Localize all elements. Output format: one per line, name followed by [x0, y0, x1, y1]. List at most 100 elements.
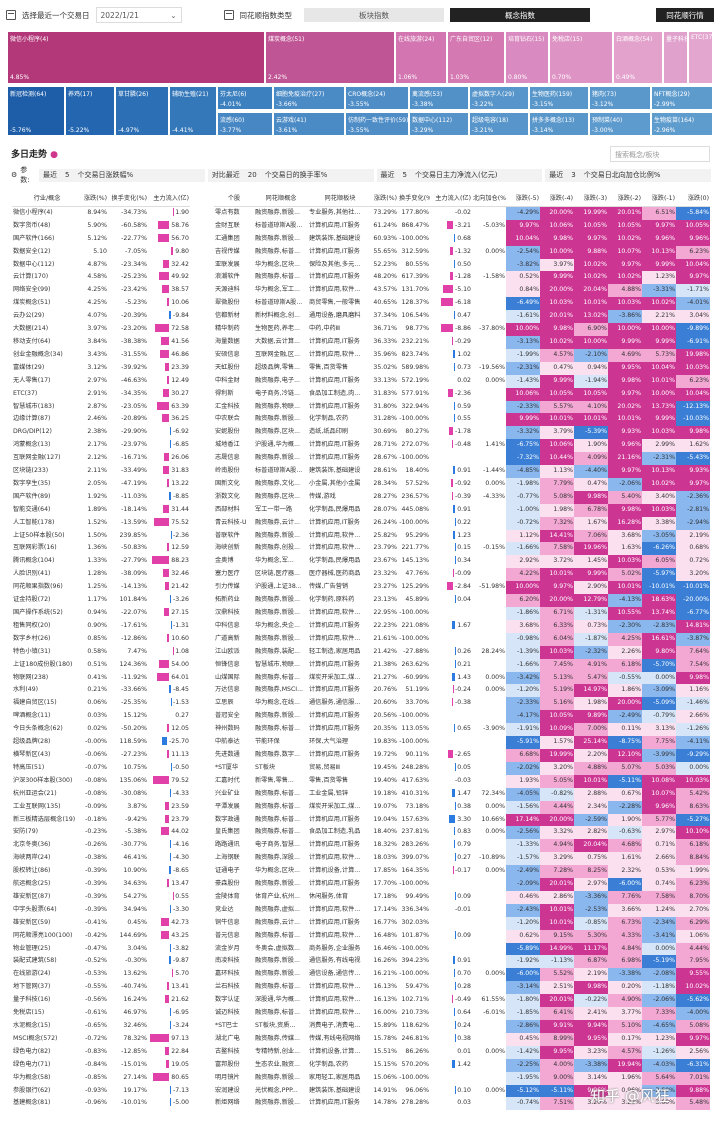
- treemap-cell[interactable]: 细胞免疫治疗(27) -3.66%: [273, 86, 345, 110]
- col-header[interactable]: 个股: [214, 193, 254, 207]
- concept-index-button[interactable]: 概念指数: [450, 8, 590, 22]
- table-row[interactable]: *ST厦华 ST板块 贸易,贸易Ⅲ 19.45% 248.28% 0.05 -2.02% 3…: [214, 761, 710, 775]
- table-row[interactable]: 基建概念(81) -0.96% -10.01% -5.00: [12, 1097, 190, 1110]
- treemap-cell[interactable]: 辅助生殖(21) -4.41%: [169, 86, 217, 136]
- col-header[interactable]: 涨跌(-5): [506, 193, 540, 207]
- table-row[interactable]: 青云科技-U 融资融券,云计... 计算机应用,IT服务 26.24% -100.00%…: [214, 516, 710, 530]
- table-row[interactable]: 云办公(29) 4.07% -20.39% -9.84: [12, 310, 190, 323]
- table-row[interactable]: 汇通集团 融资融券,新股... 建筑装饰,基础建设 60.93% -100.00% 0.…: [214, 232, 710, 246]
- table-row[interactable]: 万达信息 融资融券,MSCI... 计算机应用,IT服务 20.76% 51.19% -…: [214, 684, 710, 698]
- table-row[interactable]: 引力传媒 沪股通,上证38... 传媒,广告营销 23.27% 125.29% -2.8…: [214, 581, 710, 595]
- table-row[interactable]: 在线旅游(24) -0.53% 13.62% 5.70: [12, 968, 190, 981]
- table-row[interactable]: 数字乡村(26) 0.85% -12.86% 10.60: [12, 633, 190, 646]
- table-row[interactable]: 鸿蒙概念(13) 2.17% -23.97% -6.85: [12, 439, 190, 452]
- table-row[interactable]: 中航泰达 节能环保 环保,大气治理 19.83% -100.00% -5.91% 1.57%…: [214, 736, 710, 749]
- table-row[interactable]: 人脸识别(41) 1.28% -38.09% 32.46: [12, 568, 190, 581]
- treemap-cell[interactable]: 微信小程序(4) 4.85%: [7, 31, 265, 84]
- table-row[interactable]: 横琴新区(43) -0.06% -27.23% 11.13: [12, 749, 190, 762]
- treemap-cell[interactable]: 广东自贸区(12) 1.03%: [447, 31, 505, 84]
- table-row[interactable]: 拓新药业 融资融券,新股... 化学制药,原料药 23.13% 45.89% 0.04 6…: [214, 594, 710, 607]
- col-flow[interactable]: 主力流入(亿): [148, 193, 190, 207]
- table-row[interactable]: 网络安全(99) 4.25% -23.42% 38.57: [12, 284, 190, 297]
- table-row[interactable]: 兴业矿业 融资融券,标普... 工业金属,铅锌 19.18% 410.31% 1.47 7…: [214, 787, 710, 801]
- table-row[interactable]: 金奥博 华为概念,军... 化学制品,民爆用品 23.67% 145.13% 0.34 2…: [214, 555, 710, 569]
- col-header[interactable]: 涨跌(-2): [608, 193, 642, 207]
- table-row[interactable]: 互联网金融(127) 2.12% -16.71% 26.06: [12, 452, 190, 465]
- table-row[interactable]: 得利斯 电子商务,冷链... 食品加工制造,肉... 31.83% 577.91% -2…: [214, 387, 710, 401]
- treemap-cell[interactable]: 量子科技(16): [663, 31, 688, 84]
- table-row[interactable]: 流金岁月 冬奥会,虚拟数... 商务服务,企业服务 16.46% -100.00% -5.…: [214, 942, 710, 956]
- table-row[interactable]: 超级品牌(28) -0.00% 118.59% -25.70: [12, 736, 190, 749]
- table-row[interactable]: 地下管网(37) -0.55% -40.74% 13.41: [12, 981, 190, 994]
- table-row[interactable]: 绿色电力(82) -0.83% -12.85% 22.84: [12, 1046, 190, 1059]
- col-change[interactable]: 涨跌(%): [82, 193, 108, 207]
- table-row[interactable]: 金财互联 标普道琼斯A股... 计算机应用,IT服务 61.24% 868.47% -3…: [214, 219, 710, 233]
- table-row[interactable]: 汉鼎科技 融资融券,新股... 计算机应用,软件... 22.95% -100.00% -…: [214, 607, 710, 620]
- table-row[interactable]: 智能交通(64) 1.89% -18.14% 31.44: [12, 504, 190, 517]
- col-turnover[interactable]: 换手变化(%): [108, 193, 148, 207]
- table-row[interactable]: 新炬网络 融资融券,新股... 计算机应用,IT服务 14.78% 278.28% 0.…: [214, 1097, 710, 1111]
- table-row[interactable]: 上证180成份股(180) 0.51% 124.36% 54.00: [12, 659, 190, 672]
- table-row[interactable]: 南凌科技 融资融券,新股... 通信服务,有线电视 16.26% 394.23% 0.9…: [214, 955, 710, 969]
- table-row[interactable]: 神州数码 融资融券,标普... 计算机应用,IT服务 20.35% 113.05% 0.…: [214, 723, 710, 737]
- treemap-cell[interactable]: 白酒概念(54) 0.49%: [613, 31, 663, 84]
- table-row[interactable]: 创业金融概念(34) 3.43% -31.55% 46.86: [12, 349, 190, 362]
- table-row[interactable]: 沪深300样本股(300) -0.08% 135.06% 79.52: [12, 775, 190, 788]
- table-row[interactable]: 国新文化 融资融券,文化... 小金属,其他小金属 28.34% 57.52% -0.9…: [214, 477, 710, 491]
- table-row[interactable]: 华为概念(58) -0.85% 27.14% 80.65: [12, 1072, 190, 1085]
- treemap-cell[interactable]: 在线旅游(24) 1.06%: [395, 31, 447, 84]
- table-row[interactable]: *ST巴士 ST板块,资质... 消费电子,消费电... 15.89% 118.62% …: [214, 1020, 710, 1033]
- table-row[interactable]: 嘉环科技 融资融券,新股... 通信设备,通信传... 16.21% -100.00% …: [214, 968, 710, 982]
- treemap-cell[interactable]: 虚拟数字人(29) -3.22%: [469, 86, 529, 110]
- table-row[interactable]: 海量数据 大数据,云计算... 计算机应用,IT服务 36.33% 232.21% -0…: [214, 335, 710, 349]
- table-row[interactable]: 啤酒概念(11) 0.03% 15.12% 0.27: [12, 710, 190, 723]
- table-row[interactable]: 工业互联网(135) -0.09% 3.87% 23.59: [12, 801, 190, 814]
- table-row[interactable]: 信都新材 新材料概念,创... 通用设备,磨具磨料 37.34% 106.54% 0.4…: [214, 310, 710, 324]
- table-row[interactable]: 云计算(170) 4.58% -25.23% 49.92: [12, 271, 190, 284]
- table-row[interactable]: 数字认证 深股通,华为概... 计算机应用,软件... 16.13% 102.71% -…: [214, 994, 710, 1008]
- table-row[interactable]: 国产软件(89) 1.92% -11.03% -8.85: [12, 491, 190, 504]
- table-row[interactable]: 普冠安全 融资融券,新股... 计算机应用,IT服务 20.56% -100.00% -4…: [214, 710, 710, 724]
- table-row[interactable]: 广道高新 融资融券,新股... 计算机应用,软件... 21.61% -100.00% -…: [214, 632, 710, 646]
- param-flow[interactable]: 最近 5 个交易日主力净流入(亿元): [376, 168, 543, 182]
- table-row[interactable]: 立思辰 华为概念,在线... 通信服务,通信服... 20.60% 33.70% -0.…: [214, 697, 710, 711]
- table-row[interactable]: 塞力医疗 区块链,医疗器... 医疗器械,医药商品 23.32% 47.76% -0.0…: [214, 568, 710, 582]
- treemap-cell[interactable]: 流感(60) -3.77%: [217, 112, 273, 136]
- treemap-cell[interactable]: 生物医药(159) -3.15%: [529, 86, 589, 110]
- table-row[interactable]: 互联网彩票(16) 1.36% -50.83% 12.59: [12, 542, 190, 555]
- table-row[interactable]: 吉视传媒 融资融券,标普... 计算机应用,IT服务 55.65% 312.59% -1…: [214, 245, 710, 259]
- table-row[interactable]: 杭州亚运会(21) -0.08% -30.08% -4.33: [12, 788, 190, 801]
- treemap-cell[interactable]: 养鸡(17) -5.22%: [65, 86, 115, 136]
- treemap-cell[interactable]: 预制菜(40) -3.00%: [589, 112, 651, 136]
- table-row[interactable]: 区块链(233) 2.11% -33.49% 31.83: [12, 465, 190, 478]
- treemap-cell[interactable]: 新冠检测(64) -5.76%: [7, 86, 65, 136]
- treemap-cell[interactable]: NFT概念(29) -2.99%: [651, 86, 713, 110]
- table-row[interactable]: 特色小镇(31) 0.58% 7.47% 1.08: [12, 646, 190, 659]
- table-row[interactable]: 物联网(238) 0.41% -11.92% 64.01: [12, 672, 190, 685]
- table-row[interactable]: 浪潮软件 融资融券,标普... 计算机应用,IT服务 48.20% 617.39% -1…: [214, 271, 710, 285]
- board-index-button[interactable]: 板块指数: [304, 8, 444, 22]
- col-header[interactable]: 涨跌(%): [372, 193, 398, 207]
- table-row[interactable]: 股权转让(86) -0.39% 10.90% -8.65: [12, 865, 190, 878]
- table-row[interactable]: 上海钢联 融资融券,深股... 计算机应用,软件... 18.03% 399.07% 0…: [214, 852, 710, 866]
- table-row[interactable]: 同花顺漂亮100(100) -0.42% 144.69% 43.25: [12, 930, 190, 943]
- treemap-cell[interactable]: 数据中心(112) -3.29%: [409, 112, 469, 136]
- table-row[interactable]: 租售同权(20) 0.90% -17.61% -1.31: [12, 620, 190, 633]
- table-row[interactable]: 汇金科技 融资融券,物联... 计算机应用,IT服务 31.80% 322.94% 0.…: [214, 400, 710, 414]
- treemap-cell[interactable]: 免税店(15) 0.70%: [549, 31, 613, 84]
- table-row[interactable]: 海峡创新 融资融券,创投... 计算机应用,软件... 23.79% 221.77% 0…: [214, 542, 710, 556]
- col-header[interactable]: 涨跌(0): [676, 193, 710, 207]
- table-row[interactable]: 新三板精选层概念(19) -0.18% -9.42% 23.79: [12, 814, 190, 827]
- table-row[interactable]: 今日头条概念(62) 0.02% -50.20% 12.05: [12, 723, 190, 736]
- table-row[interactable]: 边缘计算(87) 2.46% -20.89% 36.25: [12, 413, 190, 426]
- table-row[interactable]: 精华制药 生物医药,养老... 中药,中药Ⅲ 36.71% 98.77% -8.86 -3…: [214, 323, 710, 336]
- table-row[interactable]: 绿色电力(71) -0.84% -15.01% 19.05: [12, 1059, 190, 1072]
- treemap-cell[interactable]: 仿制药一致性评价(59) -3.55%: [345, 112, 409, 136]
- table-row[interactable]: 皇氏集团 融资融券,标普... 食品加工制造,乳品 18.40% 237.81% 0.8…: [214, 826, 710, 840]
- param-turnover[interactable]: 对比最近 20 个交易日的换手率%: [207, 168, 374, 182]
- treemap-cell[interactable]: ETC(37): [688, 31, 713, 84]
- table-row[interactable]: 微信小程序(4) 8.94% -34.73% 1.90: [12, 206, 190, 219]
- table-row[interactable]: 证金持股(72) 1.17% 101.84% -3.26: [12, 594, 190, 607]
- treemap-cell[interactable]: 拼多多概念(13) -3.14%: [529, 112, 589, 136]
- col-header[interactable]: 同花顺概念: [254, 193, 308, 207]
